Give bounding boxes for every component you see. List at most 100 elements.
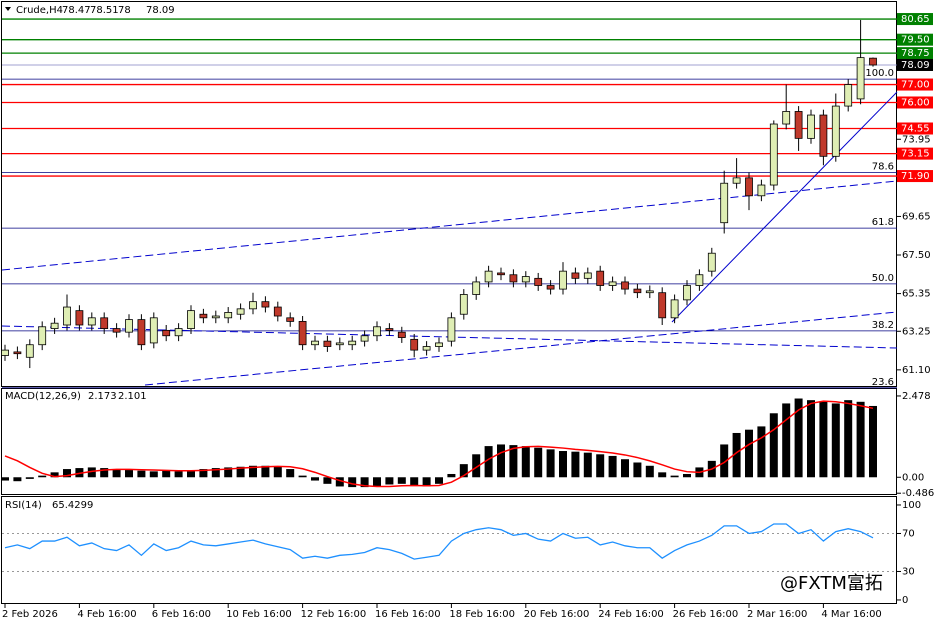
y-tick-label: 0 — [902, 595, 908, 606]
macd-bar — [125, 470, 133, 478]
level-label-box — [897, 13, 933, 26]
candle-body — [25, 344, 34, 358]
candle-body — [782, 111, 791, 125]
levels-layer: 80.65 79.50 78.75 77.00 76.00 74.55 73.15 71.90… — [2, 13, 933, 389]
candle-body — [559, 270, 567, 290]
macd-bar — [484, 446, 493, 478]
candle-body — [1, 349, 9, 356]
macd-bar — [720, 444, 729, 478]
fib-label: 23.6 — [872, 377, 894, 388]
ohlc-high: 78.51 — [90, 5, 119, 16]
candle-body — [571, 272, 580, 279]
trendline — [671, 91, 898, 323]
macd-bar — [683, 473, 691, 478]
candle-body — [87, 317, 96, 326]
candle-body — [807, 114, 815, 139]
x-tick-label: 12 Feb 16:00 — [301, 609, 367, 620]
macd-bar — [360, 477, 369, 488]
level-label: 76.00 — [901, 97, 930, 108]
watermark: @FXTM富拓 — [780, 573, 883, 594]
y-tick-label: 69.65 — [902, 211, 931, 222]
candle-body — [373, 326, 381, 337]
macd-bar — [757, 426, 766, 478]
candle-body — [633, 288, 642, 294]
macd-bar — [596, 454, 605, 478]
candle-body — [583, 272, 592, 279]
macd-bar — [422, 477, 431, 487]
candle-body — [621, 281, 629, 290]
candle-body — [149, 317, 158, 344]
x-tick-label: 2 Mar 16:00 — [747, 609, 807, 620]
macd-bar — [782, 403, 791, 478]
ohlc-open: 78.47 — [62, 5, 91, 16]
candle-body — [732, 177, 741, 184]
candle-body — [385, 328, 394, 331]
candle-body — [224, 312, 233, 319]
macd-bar — [559, 451, 567, 478]
candle-body — [261, 301, 270, 308]
candle-body — [286, 317, 295, 322]
fib-label: 100.0 — [865, 68, 894, 79]
macd-bar — [63, 469, 71, 478]
macd-signal-value: 2.101 — [118, 391, 147, 402]
level-label: 80.65 — [901, 14, 930, 25]
candle-body — [137, 319, 146, 346]
candle-body — [311, 340, 319, 346]
macd-bar — [100, 468, 109, 478]
rsi-value: 65.4299 — [52, 500, 93, 511]
candle-body — [335, 342, 344, 346]
macd-bar — [273, 466, 282, 478]
ohlc-close: 78.09 — [146, 5, 175, 16]
candle-body — [497, 272, 505, 276]
candle-body — [112, 328, 121, 333]
candle-body — [546, 285, 555, 290]
macd-bar — [236, 466, 245, 478]
candle-body — [707, 252, 716, 272]
y-tick-label: 2.478 — [902, 391, 931, 402]
y-tick-label: 30 — [902, 566, 915, 577]
y-tick-label: 63.25 — [902, 326, 931, 337]
menu-arrow[interactable] — [5, 7, 11, 11]
x-tick-label: 2 Feb 2026 — [2, 609, 58, 620]
x-tick-label: 20 Feb 16:00 — [524, 609, 590, 620]
macd-bar — [435, 477, 443, 484]
candle-body — [13, 351, 22, 355]
macd-bar — [286, 469, 295, 478]
candle-body — [670, 299, 679, 319]
symbol: Crude,H4 — [16, 5, 63, 16]
candle-body — [658, 292, 667, 319]
y-tick-label: 100 — [902, 500, 921, 511]
level-label-box — [897, 33, 933, 46]
candle-body — [819, 114, 828, 157]
fib-label: 38.2 — [872, 320, 894, 331]
macd-bar — [174, 471, 183, 478]
marks-layer: 73.95 69.65 67.50 65.35 63.25 61.10 2 Feb 2026… — [1, 19, 934, 620]
level-label: 71.90 — [901, 171, 930, 182]
level-label: 73.15 — [901, 149, 930, 160]
candle-body — [187, 310, 195, 329]
level-label-box — [897, 47, 933, 60]
candle-body — [831, 105, 840, 157]
x-tick-label: 4 Feb 16:00 — [77, 609, 136, 620]
macd-bar — [807, 400, 815, 478]
macd-bar — [844, 400, 853, 478]
candle-body — [596, 270, 605, 286]
candle-body — [410, 338, 419, 351]
level-label: 79.50 — [901, 35, 930, 46]
macd-bar — [162, 470, 171, 478]
fib-label: 50.0 — [872, 273, 894, 284]
main-frame — [1, 1, 897, 387]
candle-body — [757, 184, 766, 197]
candle-body — [435, 342, 443, 347]
macd-bar — [546, 449, 555, 478]
current-price-label: 78.09 — [901, 60, 930, 71]
macd-bar — [50, 472, 59, 478]
candle-body — [683, 285, 691, 301]
level-label: 74.55 — [901, 124, 930, 135]
macd-bar — [856, 401, 865, 478]
macd-bar — [311, 477, 319, 481]
y-tick-label: 65.35 — [902, 289, 931, 300]
candle-body — [199, 313, 208, 319]
y-tick-label: 61.10 — [902, 365, 931, 376]
